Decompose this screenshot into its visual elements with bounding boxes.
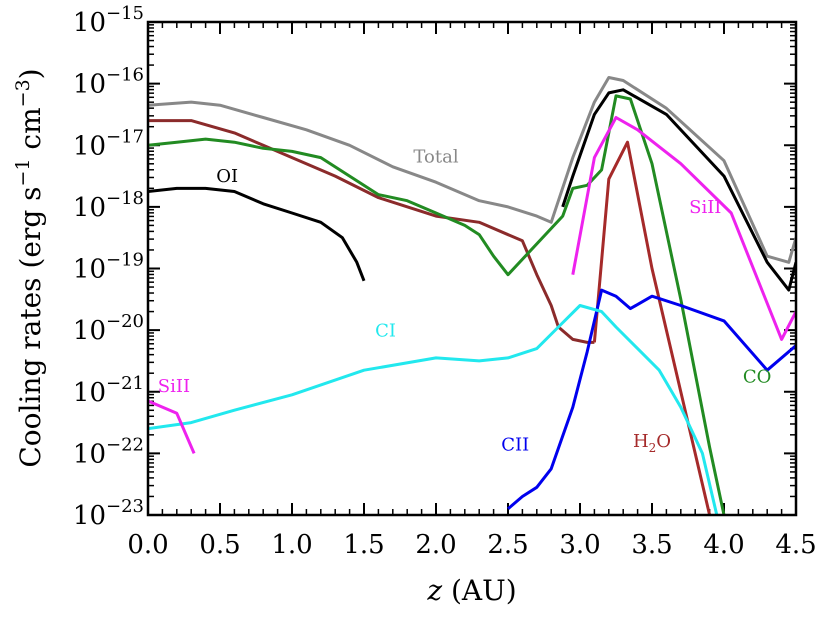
x-tick-label: 0.0 [127, 530, 168, 560]
annotation-ci: CI [375, 320, 396, 341]
annotation-co: CO [743, 367, 772, 388]
y-tick-label: 10−16 [73, 65, 144, 100]
series-line-cii [507, 288, 796, 510]
annotation-cii: CII [501, 434, 529, 455]
series-line-siii-low [148, 399, 196, 454]
annotation-oi: OI [216, 166, 238, 187]
y-axis-label: Cooling rates (erg s−1 cm−3) [12, 68, 47, 467]
annotation-total: Total [413, 147, 458, 168]
series-line-total [148, 76, 796, 264]
annotation-layer: Total OI SiII CI SiII CO CII H2O [158, 147, 772, 456]
series-line-h2o [592, 140, 712, 515]
tick-labels: 0.0 0.5 1.0 1.5 2.0 2.5 3.0 3.5 4.0 4.5 10−23 10−22… [73, 3, 817, 560]
x-tick-label: 4.0 [703, 530, 744, 560]
y-tick-label: 10−22 [73, 434, 144, 469]
x-tick-label: 4.5 [775, 530, 816, 560]
y-tick-label: 10−17 [73, 126, 144, 161]
x-tick-label: 3.0 [559, 530, 600, 560]
y-tick-label: 10−23 [73, 496, 144, 531]
x-axis-label: z (AU) [426, 574, 516, 607]
y-tick-label: 10−20 [73, 311, 144, 346]
series-line-total-black [561, 88, 796, 292]
series-layer [148, 76, 796, 515]
series-line-ci [148, 304, 719, 515]
x-tick-label: 1.5 [343, 530, 384, 560]
plot-frame [146, 20, 798, 517]
x-tick-label: 3.5 [631, 530, 672, 560]
y-tick-label: 10−19 [73, 250, 144, 285]
y-tick-label: 10−21 [73, 373, 144, 408]
series-line-oi [148, 186, 366, 282]
x-tick-label: 2.5 [487, 530, 528, 560]
y-tick-label: 10−15 [73, 3, 144, 38]
series-line-siii [571, 116, 796, 341]
plot-area [148, 22, 796, 515]
annotation-siii: SiII [689, 197, 721, 218]
series-line-co [148, 94, 726, 515]
series-line-siii-inner [148, 119, 595, 344]
annotation-h2o: H2O [633, 431, 671, 455]
x-tick-label: 2.0 [415, 530, 456, 560]
x-tick-label: 0.5 [199, 530, 240, 560]
y-tick-label: 10−18 [73, 188, 144, 223]
x-tick-label: 1.0 [271, 530, 312, 560]
annotation-siii: SiII [158, 376, 190, 397]
